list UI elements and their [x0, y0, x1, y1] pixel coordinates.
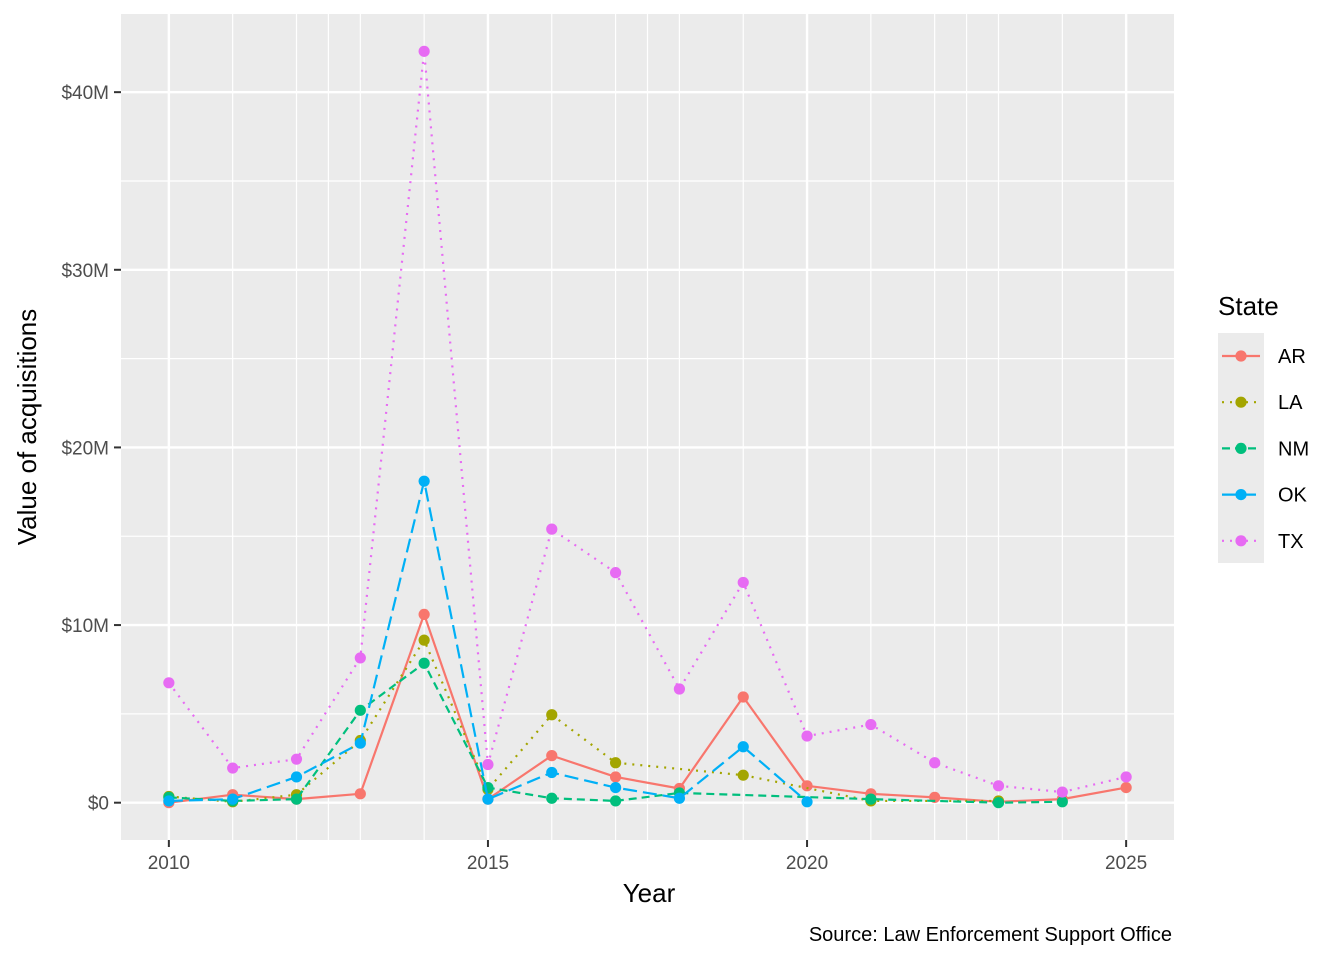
y-tick-label: $20M [61, 438, 109, 459]
data-point-nm [992, 797, 1005, 809]
legend-keys: AR LA NM OK TX [1222, 346, 1309, 553]
series-tx [163, 45, 1132, 798]
x-tick-label: 2010 [148, 853, 190, 874]
x-tick-label: 2025 [1105, 853, 1147, 874]
data-point-tx [354, 652, 366, 664]
data-point-tx [609, 567, 622, 579]
legend-item-ok: OK [1222, 485, 1308, 507]
data-point-ok [290, 771, 303, 783]
source-caption: Source: Law Enforcement Support Office [809, 924, 1172, 946]
x-tick-label: 2015 [467, 853, 509, 874]
y-tick-label: $10M [61, 616, 109, 637]
data-point-tx [163, 677, 175, 689]
data-point-ok [609, 781, 622, 794]
data-point-ar [546, 750, 558, 762]
series-layer [163, 45, 1132, 809]
data-point-ar [354, 788, 366, 800]
x-axis-title: Year [623, 878, 676, 908]
data-point-tx [418, 45, 430, 57]
data-point-ok [227, 793, 239, 805]
y-tick-label: $40M [61, 83, 109, 104]
data-point-ar [1120, 781, 1132, 794]
x-tick-label: 2020 [786, 853, 828, 874]
series-line-nm [168, 662, 1063, 804]
data-point-tx [482, 758, 494, 771]
data-point-ok [737, 741, 749, 753]
data-point-tx [673, 683, 686, 695]
data-point-ar [418, 608, 430, 621]
y-tick-label: $30M [61, 261, 109, 282]
series-ok [163, 475, 813, 808]
data-point-ar [801, 780, 813, 792]
legend-label: OK [1278, 485, 1308, 507]
data-point-la [609, 757, 622, 769]
legend-marker [1235, 350, 1247, 362]
data-point-tx [929, 757, 941, 769]
legend-title: State [1218, 291, 1279, 321]
data-point-nm [609, 795, 622, 807]
data-point-tx [865, 718, 877, 731]
data-point-ar [609, 771, 622, 783]
legend-item-la: LA [1222, 392, 1303, 414]
legend-label: LA [1278, 392, 1303, 414]
series-line-ok [168, 480, 808, 803]
series-line-ar [168, 613, 1127, 804]
data-point-tx [801, 730, 813, 742]
data-point-nm [865, 793, 877, 805]
minor-gridlines [121, 14, 1174, 840]
data-point-tx [1120, 771, 1132, 783]
data-point-nm [546, 792, 558, 804]
legend-label: TX [1278, 531, 1304, 553]
data-point-ok [163, 795, 175, 807]
data-point-nm [418, 657, 430, 669]
legend-marker [1235, 489, 1247, 501]
data-point-ok [418, 475, 430, 487]
data-point-nm [354, 704, 366, 716]
x-axis: 2010 2015 2020 2025 [148, 840, 1147, 874]
legend-marker [1235, 535, 1247, 547]
data-point-tx [1056, 786, 1068, 798]
data-point-ok [801, 796, 813, 808]
data-point-ok [673, 792, 686, 804]
legend-item-nm: NM [1222, 438, 1309, 460]
data-point-ok [482, 793, 494, 805]
data-point-tx [290, 753, 303, 765]
legend-label: NM [1278, 438, 1309, 460]
data-point-ok [354, 737, 366, 749]
data-point-tx [992, 780, 1005, 792]
data-point-tx [737, 576, 749, 589]
data-point-nm [290, 793, 303, 805]
legend: State AR LA NM OK TX [1218, 291, 1309, 563]
data-point-la [418, 634, 430, 646]
legend-item-ar: AR [1222, 346, 1306, 368]
y-tick-label: $0 [88, 794, 109, 815]
data-point-tx [546, 523, 558, 535]
data-point-la [546, 709, 558, 721]
legend-marker [1235, 396, 1247, 408]
legend-marker [1235, 442, 1247, 454]
legend-label: AR [1278, 346, 1306, 368]
y-axis: $0 $10M $20M $30M $40M [61, 83, 121, 815]
data-point-la [737, 769, 749, 781]
data-point-tx [227, 762, 239, 774]
y-axis-title: Value of acquisitions [12, 309, 42, 546]
data-point-nm [1056, 796, 1068, 808]
legend-item-tx: TX [1222, 531, 1304, 553]
data-point-ar [737, 691, 749, 703]
data-point-ok [546, 766, 558, 779]
